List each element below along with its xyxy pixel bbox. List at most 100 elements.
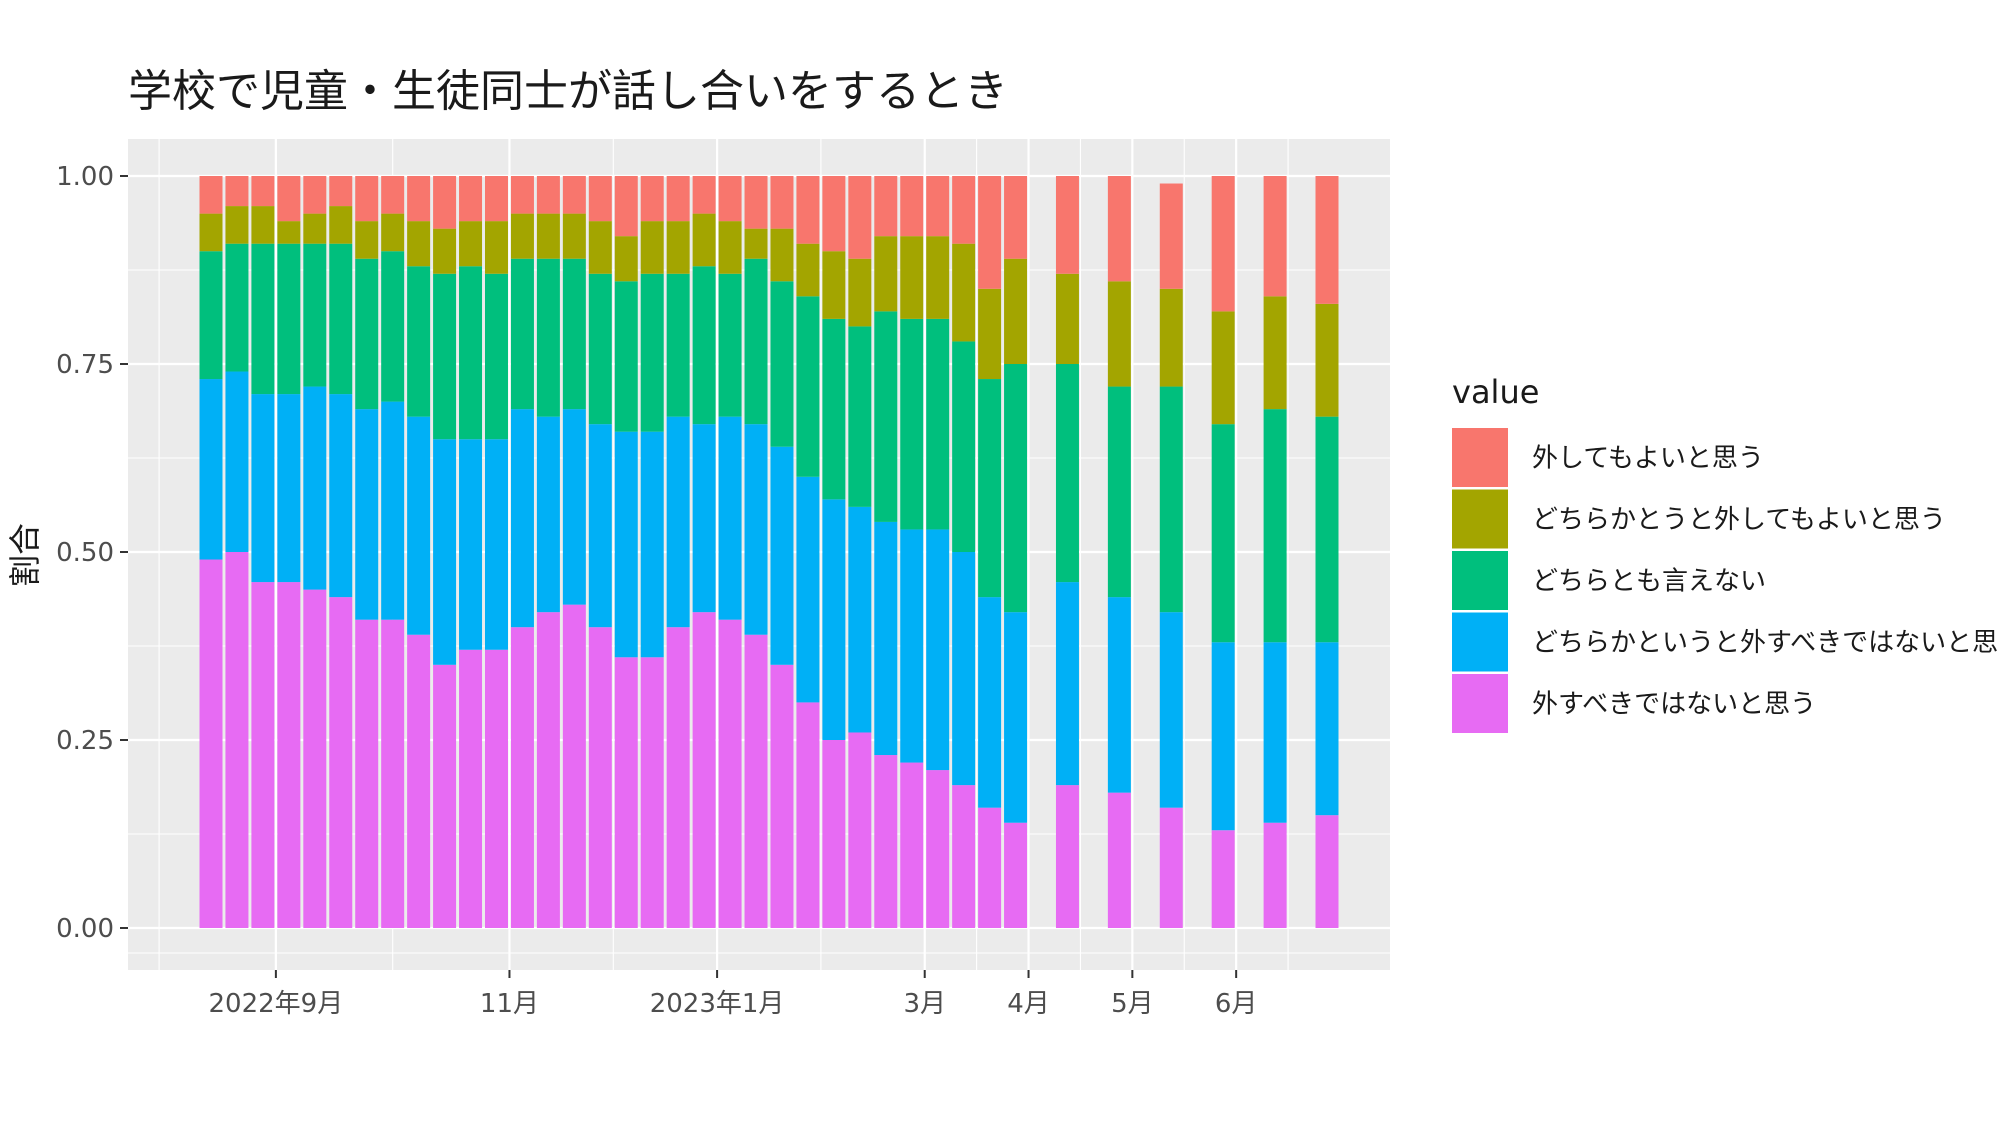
bar-segment [770,176,794,229]
bar-segment [744,634,768,928]
bar-segment [1159,288,1183,387]
bar-segment [744,228,768,259]
bar-segment [614,236,638,282]
bar-segment [952,552,976,786]
bar-segment [277,243,301,395]
x-tick-label: 3月 [903,989,946,1019]
bar-segment [329,597,353,928]
bar-segment [718,416,742,620]
bar-segment [744,176,768,229]
bar-segment [770,281,794,447]
bar-segment [900,762,924,928]
bar-segment [640,657,664,928]
bar-segment [277,582,301,928]
bar-segment [744,258,768,425]
bar-segment [536,176,560,214]
bar-segment [1107,792,1131,928]
bar-segment [484,273,508,440]
bar-segment [303,243,327,387]
bar-segment [718,221,742,274]
bar-segment [407,221,431,267]
bar-segment [225,552,249,928]
bar-segment [1211,830,1235,928]
bar-segment [407,176,431,222]
legend: value 外してもよいと思うどちらかとうと外してもよいと思うどちらとも言えない… [1452,373,2000,733]
bar-segment [588,424,612,628]
bar-segment [510,213,534,259]
bar-segment [952,176,976,244]
bar-segment [666,627,690,928]
bar-segment [796,243,820,297]
bar-segment [848,258,872,327]
x-tick-label: 11月 [480,989,539,1019]
bar-segment [536,612,560,928]
bar-segment [952,243,976,342]
bar-segment [251,206,275,244]
bar-segment [510,176,534,214]
bar-segment [355,221,379,259]
bar-segment [640,221,664,274]
bar-segment [277,394,301,583]
legend-title: value [1452,373,1539,411]
bar-segment [459,266,483,440]
bar-segment [510,627,534,928]
bar-segment [355,409,379,620]
bar-segment [1004,364,1028,613]
bar-segment [433,273,457,440]
bar-segment [770,664,794,928]
bar-segment [1263,296,1287,410]
legend-key [1452,489,1508,549]
bar-segment [666,221,690,274]
bar-segment [588,221,612,274]
bar-segment [562,604,586,928]
bar-segment [770,228,794,282]
bar-segment [1004,258,1028,364]
bar-segment [640,431,664,658]
bar-segment [562,213,586,259]
bar-segment [666,176,690,222]
bar-segment [407,634,431,928]
bar-segment [1263,822,1287,928]
bar-segment [1055,582,1079,786]
bar-segment [329,243,353,395]
bar-segment [952,341,976,552]
bar-segment [433,439,457,665]
bar-segment [796,176,820,244]
bar-segment [1315,176,1339,304]
bar-segment [614,176,638,237]
bar-segment [666,273,690,417]
bar-segment [433,228,457,274]
bar-segment [562,176,586,214]
bar-segment [536,213,560,259]
bar-segment [744,424,768,635]
bar-segment [822,176,846,252]
legend-label: どちらとも言えない [1532,567,1766,597]
bar-segment [407,266,431,417]
bar-segment [484,439,508,650]
bar-segment [1315,416,1339,643]
legend-label: 外すべきではないと思う [1532,690,1816,720]
bar-segment [692,213,716,267]
bar-segment [614,281,638,432]
bar-segment [199,559,223,928]
bar-segment [1211,311,1235,425]
bar-segment [1055,176,1079,274]
bar-segment [1107,176,1131,282]
bar-segment [1055,785,1079,928]
bar-segment [1315,303,1339,417]
bar-segment [536,258,560,417]
bar-segment [1263,642,1287,823]
legend-key [1452,428,1508,487]
bar-segment [251,394,275,583]
bar-segment [225,243,249,372]
bar-segment [225,206,249,244]
bar-segment [355,258,379,410]
bar-segment [666,416,690,628]
bar-segment [484,221,508,274]
bar-segment [874,755,898,928]
bar-segment [251,582,275,928]
bar-segment [355,176,379,222]
bar-segment [900,529,924,763]
bar-segment [1004,612,1028,823]
bar-segment [1263,409,1287,643]
